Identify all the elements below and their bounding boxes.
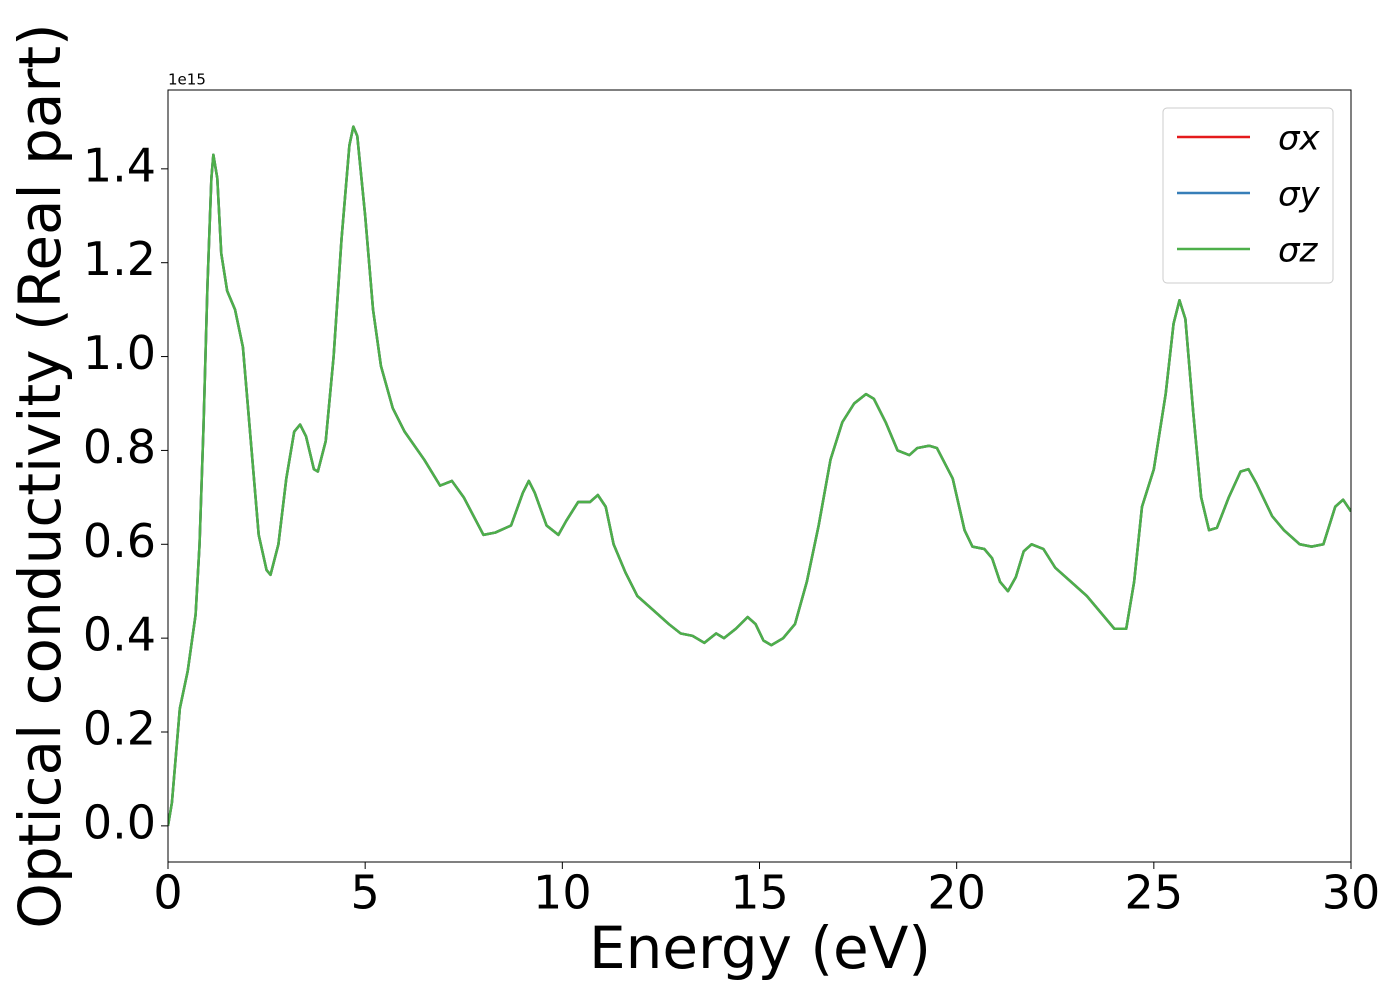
- legend-label: σx: [1278, 119, 1321, 159]
- x-tick-label: 25: [1125, 866, 1184, 920]
- series-line: [168, 125, 1351, 827]
- offset-text: 1e15: [168, 71, 206, 89]
- plot-frame: [167, 89, 1352, 863]
- y-tick-label: 1.2: [83, 232, 156, 286]
- x-tick-label: 30: [1322, 866, 1381, 920]
- legend: σx σy σz: [1162, 107, 1334, 284]
- x-tick-label: 5: [351, 866, 380, 920]
- x-axis-label: Energy (eV): [589, 914, 931, 982]
- x-tick-label: 20: [927, 866, 986, 920]
- y-tick-label: 0.8: [83, 420, 156, 474]
- x-tick-label: 15: [730, 866, 789, 920]
- y-tick-label: 0.2: [83, 702, 156, 756]
- legend-box: [1162, 107, 1334, 284]
- x-tick-label: 0: [153, 866, 182, 920]
- y-tick-label: 1.4: [83, 138, 156, 192]
- y-tick-label: 0.0: [83, 795, 156, 849]
- y-tick-label: 0.6: [83, 514, 156, 568]
- x-tick-label: 10: [533, 866, 592, 920]
- legend-label: σy: [1278, 175, 1321, 215]
- y-tick-label: 0.4: [83, 608, 156, 662]
- y-axis-label: Optical conductivity (Real part): [6, 23, 74, 928]
- legend-label: σz: [1278, 231, 1319, 271]
- y-tick-label: 1.0: [83, 326, 156, 380]
